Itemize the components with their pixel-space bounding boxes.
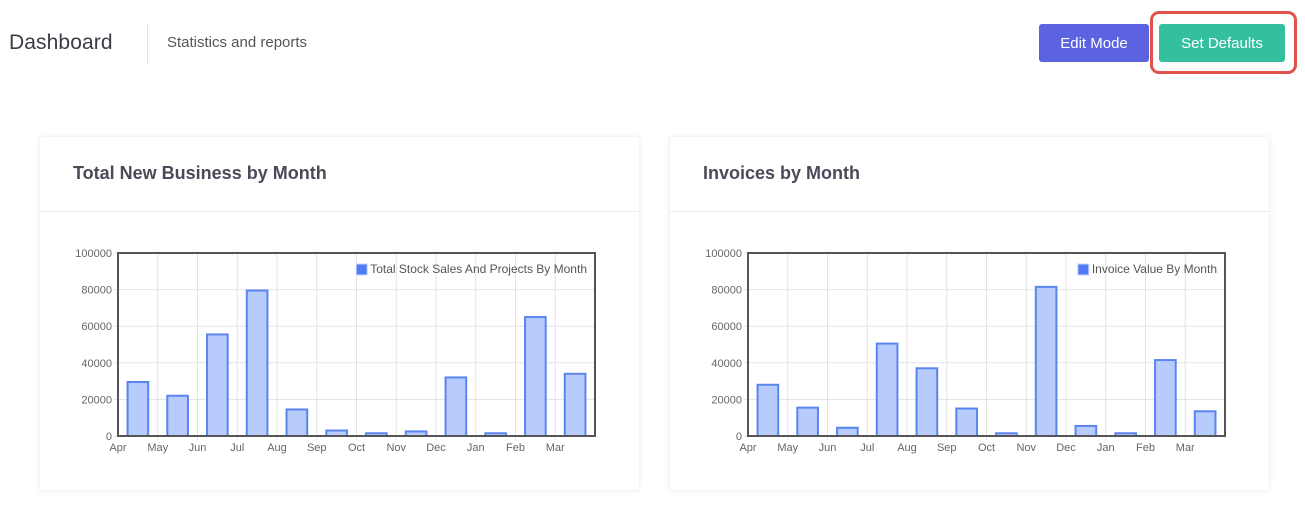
legend-label: Invoice Value By Month	[1092, 262, 1217, 276]
x-tick-label: Jan	[467, 442, 485, 454]
bar-apr	[756, 383, 780, 437]
x-tick-label: Jun	[189, 442, 207, 454]
x-tick-label: Aug	[897, 442, 917, 454]
title-divider	[147, 24, 148, 64]
bar-jun	[836, 426, 859, 437]
legend-swatch	[355, 263, 368, 276]
bar-dec	[444, 376, 468, 438]
x-tick-label: Jul	[230, 442, 244, 454]
bar-jul	[875, 342, 899, 438]
x-tick-label: Jul	[860, 442, 874, 454]
chart-card-invoices: Invoices by Month 100000 80000 60000 40000 2…	[670, 137, 1269, 490]
plot-frame	[747, 252, 1226, 437]
bar-sep	[955, 407, 978, 438]
page-subtitle: Statistics and reports	[167, 34, 308, 51]
edit-mode-button[interactable]: Edit Mode	[1039, 24, 1149, 62]
x-tick-label: Dec	[426, 442, 446, 454]
x-tick-label: Feb	[1136, 442, 1155, 454]
y-tick-label: 40000	[711, 358, 742, 370]
y-tick-label: 80000	[81, 285, 112, 297]
set-defaults-button[interactable]: Set Defaults	[1159, 24, 1285, 62]
x-tick-label: Dec	[1056, 442, 1076, 454]
y-tick-label: 80000	[711, 285, 742, 297]
bar-may	[796, 406, 819, 437]
y-tick-label: 100000	[705, 248, 742, 260]
y-tick-label: 0	[106, 431, 112, 443]
bar-jul	[245, 289, 269, 437]
y-tick-label: 20000	[81, 394, 112, 406]
bar-apr	[126, 381, 150, 437]
x-tick-label: Jan	[1097, 442, 1115, 454]
chart-card-new-business: Total New Business by Month 100000 80000 6…	[40, 137, 639, 490]
y-tick-label: 0	[736, 431, 742, 443]
y-tick-label: 100000	[75, 248, 112, 260]
x-tick-label: Apr	[109, 442, 126, 454]
plot-frame	[117, 252, 596, 437]
legend-swatch	[1077, 263, 1090, 276]
y-tick-label: 40000	[81, 358, 112, 370]
card-title: Invoices by Month	[703, 163, 861, 183]
bar-mar	[563, 372, 587, 437]
card-header: Invoices by Month	[670, 137, 1269, 212]
page-header: Dashboard Statistics and reports Edit Mo…	[0, 0, 1305, 86]
x-tick-label: Nov	[386, 442, 406, 454]
x-tick-label: May	[147, 442, 168, 454]
x-tick-label: Feb	[506, 442, 525, 454]
bar-may	[166, 394, 189, 438]
bar-feb	[1154, 359, 1177, 437]
card-title: Total New Business by Month	[73, 163, 327, 183]
bar-mar	[1193, 410, 1217, 437]
x-tick-label: Mar	[1176, 442, 1195, 454]
x-tick-label: Sep	[937, 442, 957, 454]
x-tick-label: Mar	[546, 442, 565, 454]
bar-feb	[524, 316, 547, 437]
bar-dec	[1074, 424, 1098, 437]
bar-aug	[285, 408, 309, 437]
x-tick-label: Jun	[819, 442, 837, 454]
y-tick-label: 60000	[711, 321, 742, 333]
legend-label: Total Stock Sales And Projects By Month	[370, 262, 587, 276]
x-tick-label: Aug	[267, 442, 287, 454]
x-tick-label: Oct	[348, 442, 365, 454]
x-tick-label: Oct	[978, 442, 995, 454]
x-tick-label: Apr	[739, 442, 756, 454]
bar-nov	[1034, 285, 1058, 438]
x-tick-label: Nov	[1016, 442, 1036, 454]
bar-jun	[206, 333, 229, 437]
page-title: Dashboard	[9, 31, 113, 54]
y-tick-label: 20000	[711, 394, 742, 406]
card-header: Total New Business by Month	[40, 137, 639, 212]
y-tick-label: 60000	[81, 321, 112, 333]
bar-aug	[915, 367, 939, 437]
x-tick-label: May	[777, 442, 798, 454]
x-tick-label: Sep	[307, 442, 327, 454]
